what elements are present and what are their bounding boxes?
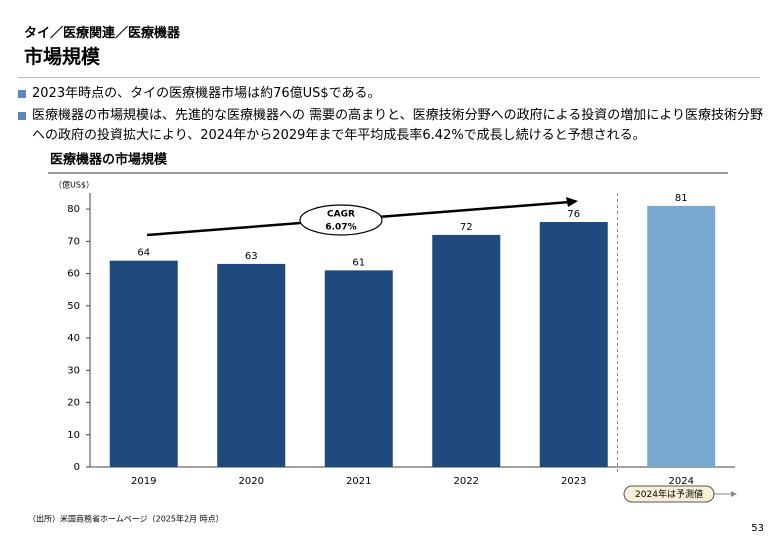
cagr-label: CAGR	[327, 210, 355, 220]
forecast-arrow-head	[731, 491, 737, 497]
slide-title: 市場規模	[24, 46, 101, 68]
y-axis-label: （億US$）	[54, 180, 94, 190]
x-tick-label: 2023	[561, 476, 586, 487]
bar	[432, 234, 501, 467]
data-label: 63	[245, 251, 258, 262]
data-label: 61	[352, 257, 365, 268]
x-tick-label: 2024	[669, 476, 694, 487]
x-tick-label: 2020	[239, 476, 264, 487]
y-tick-label: 50	[67, 301, 80, 312]
bar	[539, 222, 608, 467]
data-label: 72	[460, 222, 473, 233]
bar	[217, 263, 286, 467]
x-tick-label: 2022	[454, 476, 479, 487]
forecast-label: 2024年は予測値	[635, 488, 703, 500]
data-label: 76	[567, 209, 580, 220]
bullet-text: 2023年時点の、タイの医療機器市場は約76億US$である。	[32, 86, 381, 101]
forecast-tag	[623, 485, 715, 503]
x-tick-label: 2019	[131, 476, 156, 487]
y-tick-label: 70	[67, 236, 80, 247]
y-tick-label: 10	[67, 430, 80, 441]
cagr-bubble	[299, 204, 383, 236]
bar	[324, 270, 393, 467]
x-tick-label: 2021	[346, 476, 371, 487]
breadcrumb: タイ／医療関連／医療機器	[24, 26, 181, 41]
bullet: 2023年時点の、タイの医療機器市場は約76億US$である。	[18, 84, 767, 104]
page-number: 53	[751, 523, 764, 534]
y-tick-label: 20	[67, 398, 80, 409]
bullet: 医療機器の市場規模は、先進的な医療機器への 需要の高まりと、医療技術分野への政府…	[18, 106, 767, 146]
y-tick-label: 60	[67, 269, 80, 280]
bar	[647, 205, 716, 468]
bullet-text: 医療機器の市場規模は、先進的な医療機器への 需要の高まりと、医療技術分野への政府…	[32, 108, 763, 143]
cagr-value: 6.07%	[325, 223, 356, 233]
y-tick-label: 30	[67, 365, 80, 376]
data-label: 81	[675, 193, 688, 204]
arrow-head	[566, 197, 578, 207]
source: （出所）米国商務省ホームページ（2025年2月 時点）	[28, 514, 224, 524]
bar	[109, 260, 178, 467]
chart-title: 医療機器の市場規模	[50, 152, 168, 168]
y-tick-label: 40	[67, 333, 80, 344]
separator	[18, 77, 760, 78]
y-tick-label: 0	[74, 462, 80, 473]
y-tick-label: 80	[67, 204, 80, 215]
data-label: 64	[137, 248, 150, 259]
